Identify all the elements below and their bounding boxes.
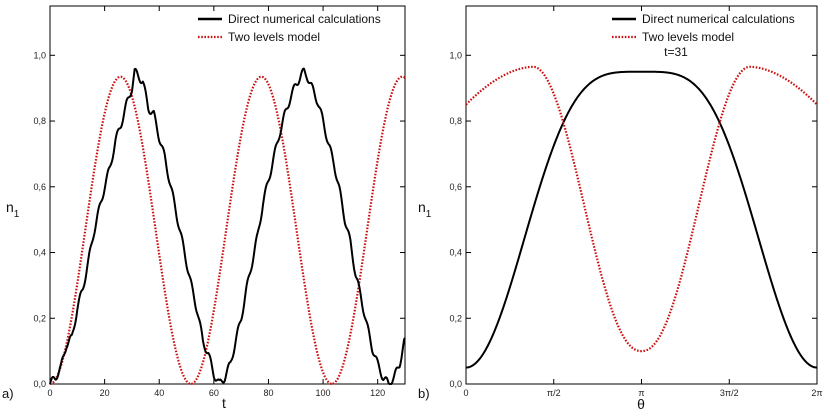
x-tick-label: 3π/2	[720, 388, 739, 398]
legend-label-twolevel-b: Two levels model	[642, 30, 734, 44]
x-tick-label: 40	[154, 388, 164, 398]
panel-label-b: b)	[418, 386, 430, 401]
y-tick-label: 1,0	[449, 50, 462, 60]
y-tick-label: 0,6	[33, 182, 46, 192]
legend-label-direct-b: Direct numerical calculations	[642, 12, 795, 26]
x-tick-label: π	[638, 388, 644, 398]
y-tick-label: 0,8	[33, 116, 46, 126]
x-tick-label: 0	[463, 388, 468, 398]
x-ticks-a: 0 20 40 60 80 100 120	[47, 6, 385, 398]
plot-frame-b	[465, 5, 818, 385]
y-axis-label-b: n1	[418, 199, 432, 220]
series-direct-b	[465, 70, 818, 369]
chart-panel-b: 0,0 0,2 0,4 0,6 0,8 1,0 0 π/2 π 3π/2 2π n1 θ b) D…	[418, 5, 823, 412]
y-tick-label: 0,6	[449, 182, 462, 192]
x-tick-label: 80	[263, 388, 273, 398]
legend-label-direct-a: Direct numerical calculations	[228, 12, 381, 26]
y-tick-label: 0,8	[449, 116, 462, 126]
x-axis-label-a: t	[222, 395, 226, 411]
series-two-levels-a	[49, 75, 406, 386]
x-tick-label: 0	[47, 388, 52, 398]
y-ticks-a: 0,0 0,2 0,4 0,6 0,8 1,0	[33, 50, 405, 389]
y-tick-label: 0,4	[449, 248, 462, 258]
x-tick-label: 100	[316, 388, 331, 398]
x-tick-label: 2π	[811, 388, 822, 398]
panel-label-a: a)	[2, 386, 14, 401]
legend-a: Direct numerical calculations Two levels…	[198, 12, 381, 44]
y-tick-label: 0,2	[449, 313, 462, 323]
x-ticks-b: 0 π/2 π 3π/2 2π	[463, 6, 823, 398]
y-axis-label-a: n1	[6, 199, 20, 220]
x-axis-label-b: θ	[637, 396, 645, 412]
y-tick-label: 0,0	[33, 379, 46, 389]
chart-panel-a: 0,00,20,40,60,81,0 0 20 40 60 80 100 120 n1 t …	[2, 5, 406, 411]
legend-b: Direct numerical calculations Two levels…	[612, 12, 795, 59]
y-ticks-b: 0,0 0,2 0,4 0,6 0,8 1,0	[449, 50, 817, 389]
plot-frame-a	[49, 5, 406, 385]
annotation-t-value: t=31	[664, 45, 688, 59]
y-tick-label: 0,0	[449, 379, 462, 389]
x-tick-label: 120	[370, 388, 385, 398]
series-a	[49, 67, 406, 386]
series-b	[465, 65, 818, 369]
series-direct-a	[49, 67, 406, 385]
x-tick-label: π/2	[547, 388, 561, 398]
legend-label-twolevel-a: Two levels model	[228, 30, 320, 44]
y-tick-label: 1,0	[33, 50, 46, 60]
x-tick-label: 60	[209, 388, 219, 398]
y-tick-label: 0,2	[33, 313, 46, 323]
series-two-levels-b	[465, 65, 818, 353]
x-tick-label: 20	[100, 388, 110, 398]
y-tick-label: 0,4	[33, 248, 46, 258]
